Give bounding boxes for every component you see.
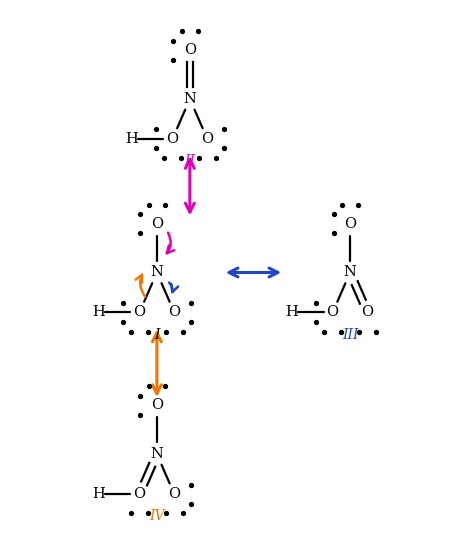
- Text: O: O: [151, 217, 163, 231]
- Text: O: O: [201, 132, 213, 146]
- Text: III: III: [342, 328, 358, 342]
- Text: O: O: [327, 305, 339, 319]
- Text: H: H: [285, 305, 298, 319]
- Text: O: O: [168, 487, 181, 501]
- Text: N: N: [150, 265, 164, 280]
- Text: II: II: [184, 154, 195, 168]
- Text: N: N: [344, 265, 356, 280]
- Text: O: O: [362, 305, 374, 319]
- Text: O: O: [166, 132, 179, 146]
- Text: O: O: [133, 487, 146, 501]
- Text: O: O: [151, 398, 163, 413]
- Text: H: H: [125, 132, 138, 146]
- Text: I: I: [154, 328, 160, 342]
- Text: N: N: [183, 92, 196, 106]
- Text: O: O: [184, 43, 196, 57]
- Text: N: N: [150, 447, 164, 461]
- Text: O: O: [344, 217, 356, 231]
- Text: O: O: [168, 305, 181, 319]
- Text: H: H: [92, 305, 105, 319]
- Text: H: H: [92, 487, 105, 501]
- Text: O: O: [133, 305, 146, 319]
- Text: IV: IV: [149, 510, 164, 524]
